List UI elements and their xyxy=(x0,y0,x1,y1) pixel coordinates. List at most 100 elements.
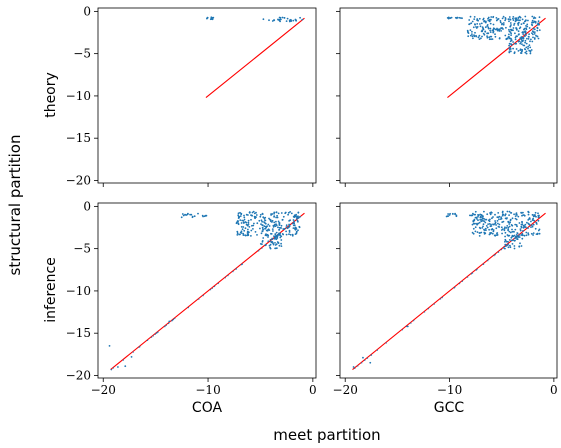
scatter-point xyxy=(242,226,245,228)
scatter-point xyxy=(285,20,288,22)
scatter-point xyxy=(512,16,515,18)
scatter-point xyxy=(490,16,493,18)
scatter-point xyxy=(494,28,497,31)
scatter-point xyxy=(352,366,355,368)
scatter-point xyxy=(467,31,469,34)
scatter-point xyxy=(252,210,255,213)
scatter-point xyxy=(524,32,527,34)
scatter-point xyxy=(243,221,245,224)
scatter-point xyxy=(499,20,502,22)
scatter-point xyxy=(515,212,518,215)
row-label-theory: theory xyxy=(43,72,59,118)
scatter-point xyxy=(519,42,522,45)
scatter-point xyxy=(239,215,242,218)
scatter-point xyxy=(279,236,282,239)
scatter-point xyxy=(240,222,243,224)
scatter-point xyxy=(237,223,240,226)
scatter-point xyxy=(502,22,505,24)
scatter-point xyxy=(507,229,509,232)
x-tick-label: −10 xyxy=(195,383,220,397)
scatter-point xyxy=(533,28,536,31)
scatter-point xyxy=(164,326,166,328)
scatter-point xyxy=(294,228,297,231)
scatter-point xyxy=(508,214,510,217)
scatter-point xyxy=(288,233,290,236)
scatter-point xyxy=(202,295,204,297)
scatter-point xyxy=(504,213,507,216)
scatter-point xyxy=(525,42,528,45)
scatter-point xyxy=(468,23,471,25)
scatter-point xyxy=(531,225,534,228)
scatter-point xyxy=(274,233,277,236)
y-tick-label: −15 xyxy=(66,326,91,340)
scatter-point xyxy=(521,43,523,45)
scatter-point xyxy=(275,220,277,223)
scatter-point xyxy=(492,230,495,233)
scatter-point xyxy=(268,19,270,22)
scatter-point xyxy=(508,28,510,31)
scatter-point xyxy=(280,18,282,21)
scatter-point xyxy=(506,37,509,40)
scatter-point xyxy=(473,34,475,36)
scatter-point xyxy=(217,282,219,285)
scatter-point xyxy=(248,211,251,214)
scatter-point xyxy=(471,35,474,38)
scatter-point xyxy=(236,234,239,236)
scatter-point xyxy=(513,213,515,216)
scatter-point xyxy=(502,247,505,249)
scatter-point xyxy=(509,231,512,234)
scatter-point xyxy=(474,23,476,26)
scatter-point xyxy=(290,212,293,215)
scatter-point xyxy=(521,18,524,21)
scatter-point xyxy=(520,50,523,53)
scatter-point xyxy=(533,33,536,35)
scatter-point xyxy=(294,233,297,236)
scatter-point xyxy=(255,214,258,216)
scatter-point xyxy=(535,223,538,225)
scatter-point xyxy=(287,211,290,214)
scatter-point xyxy=(524,15,527,18)
scatter-point xyxy=(279,227,282,229)
scatter-point xyxy=(500,249,503,251)
scatter-point xyxy=(530,49,533,51)
scatter-point xyxy=(455,214,458,217)
scatter-point xyxy=(537,216,540,218)
scatter-point xyxy=(535,34,537,37)
scatter-point xyxy=(275,224,278,227)
point-cluster xyxy=(466,15,541,41)
point-cluster xyxy=(446,16,463,20)
scatter-point xyxy=(486,226,489,229)
scatter-point xyxy=(500,27,502,29)
scatter-point xyxy=(252,224,255,227)
scatter-point xyxy=(295,218,298,220)
panel-frame xyxy=(339,202,558,379)
x-tick-label: 0 xyxy=(309,383,317,397)
scatter-point xyxy=(272,238,274,241)
scatter-point xyxy=(534,20,537,23)
scatter-point xyxy=(441,297,443,299)
scatter-point xyxy=(271,228,274,231)
scatter-point xyxy=(474,31,476,34)
scatter-point xyxy=(471,30,473,33)
scatter-point xyxy=(520,245,523,247)
scatter-point xyxy=(297,229,299,232)
scatter-point xyxy=(273,216,275,218)
scatter-point xyxy=(479,25,482,28)
scatter-point xyxy=(235,268,237,270)
scatter-point xyxy=(506,210,509,213)
scatter-point xyxy=(508,210,511,213)
scatter-point xyxy=(526,37,528,40)
scatter-point xyxy=(292,224,295,227)
scatter-point xyxy=(503,229,506,232)
panel-frame xyxy=(97,202,317,379)
scatter-point xyxy=(531,218,534,221)
x-tick-label: −20 xyxy=(333,383,358,397)
scatter-point xyxy=(224,277,226,279)
scatter-point xyxy=(537,229,540,232)
scatter-point xyxy=(529,46,532,49)
scatter-point xyxy=(184,213,186,216)
point-cluster xyxy=(445,212,474,218)
panels-layer: 0−5−10−15−200−5−10−15−20−20 −10 0 −20 −10 0 xyxy=(66,4,558,397)
scatter-point xyxy=(472,219,475,222)
scatter-point xyxy=(244,234,247,237)
